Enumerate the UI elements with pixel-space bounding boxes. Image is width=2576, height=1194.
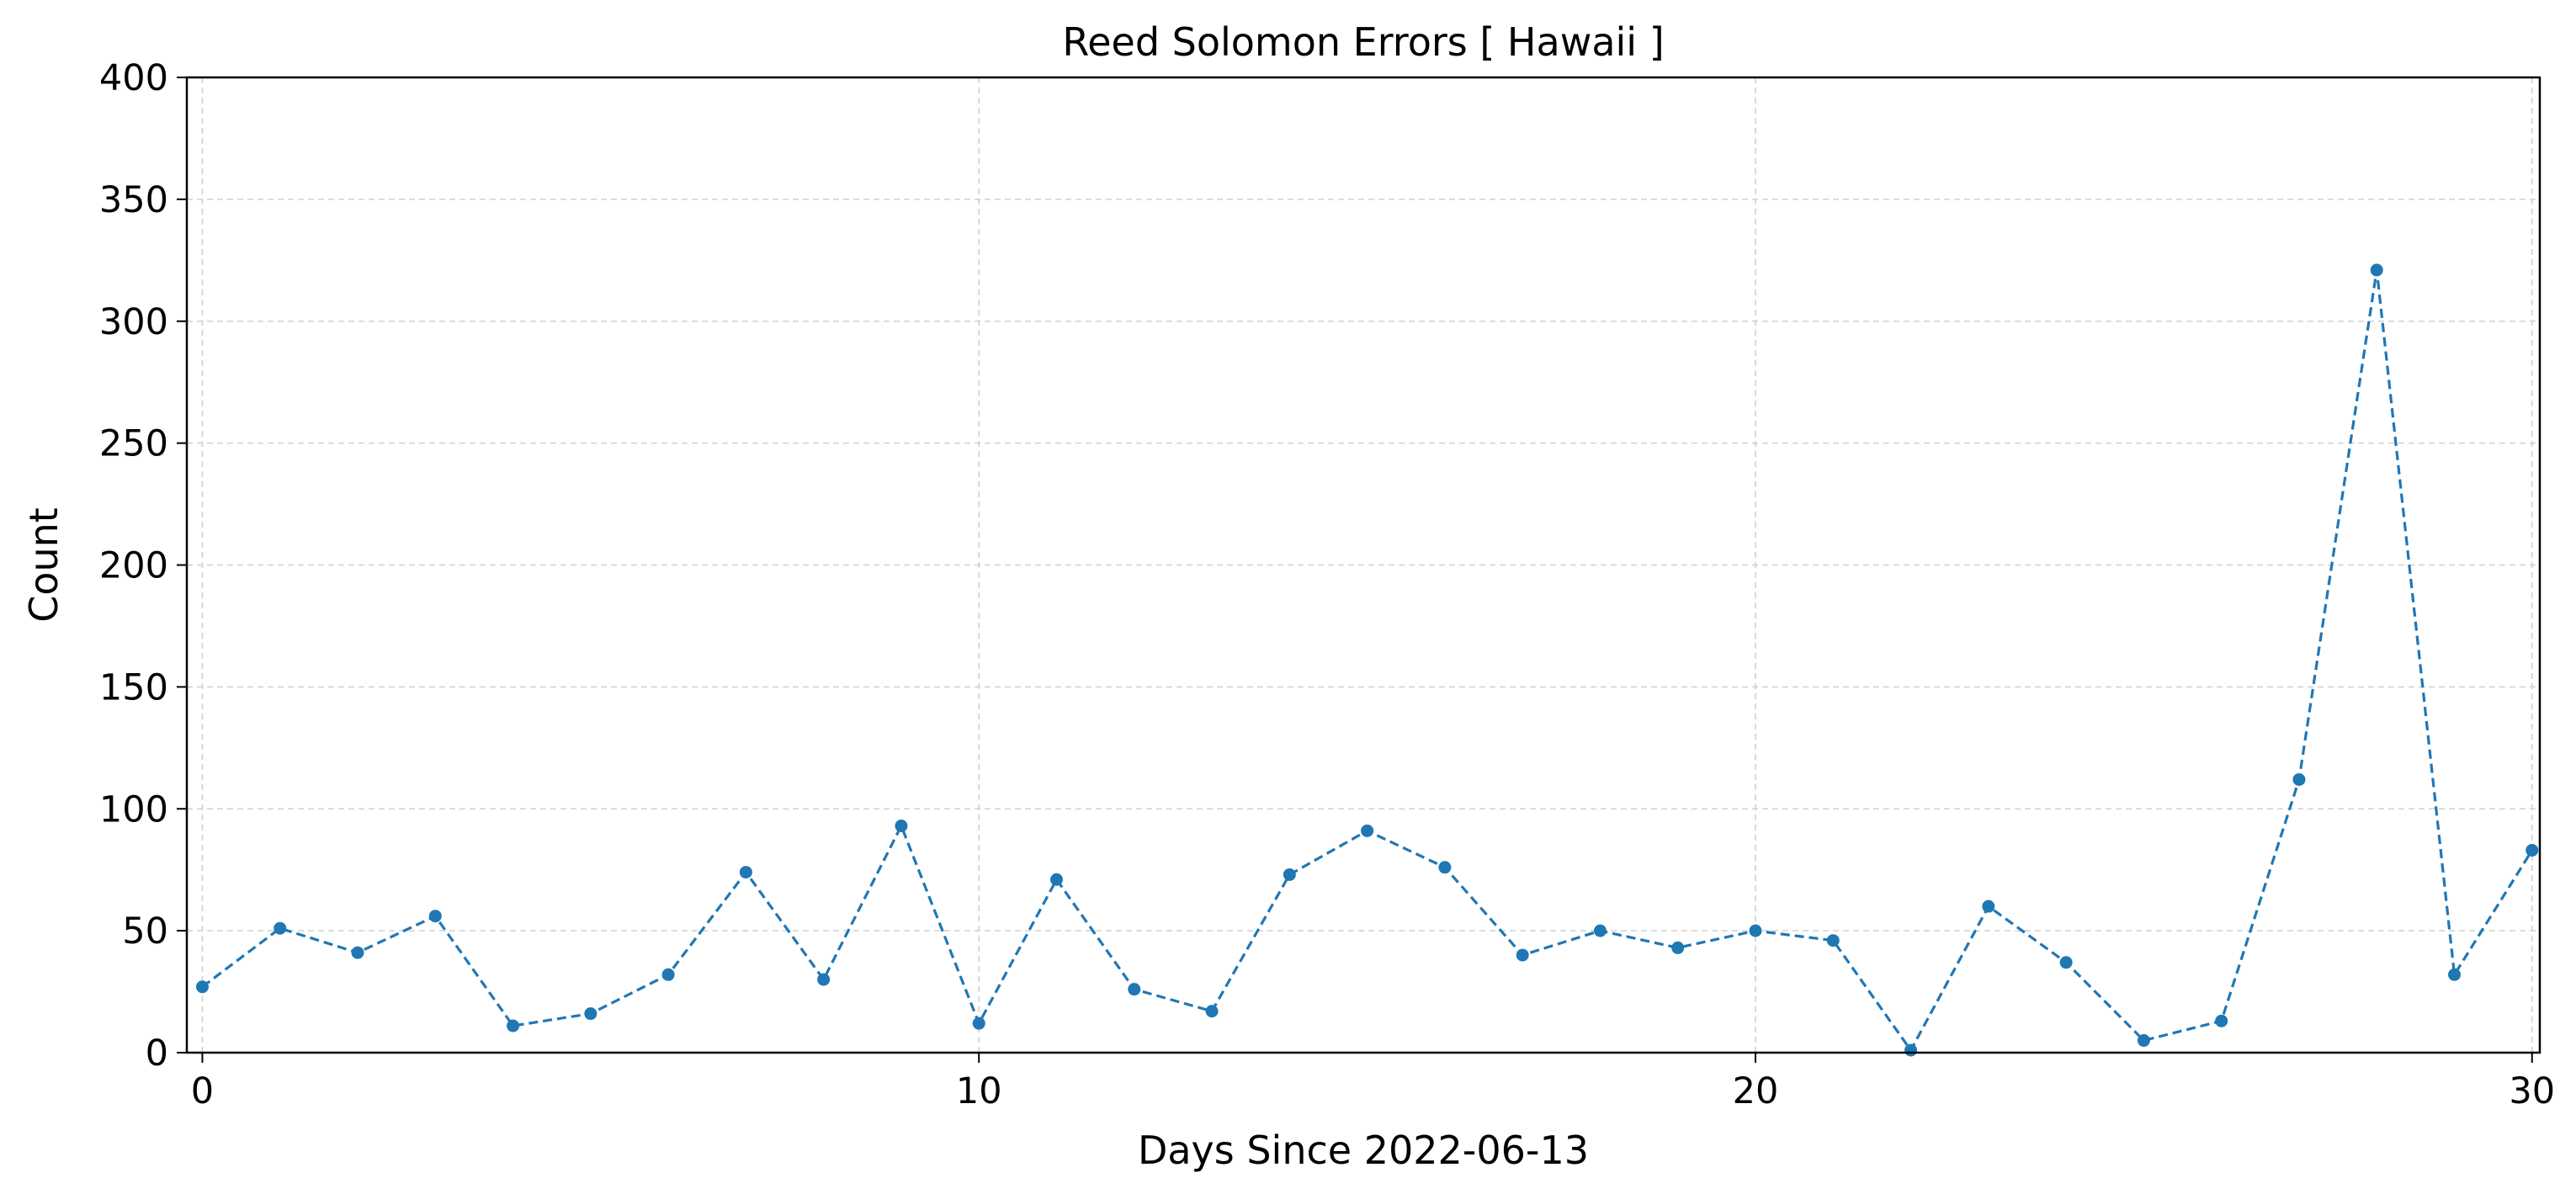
- data-point: [661, 968, 675, 981]
- data-point: [1826, 934, 1840, 947]
- data-point: [1050, 873, 1064, 886]
- x-tick-label: 0: [191, 1070, 214, 1112]
- y-tick-label: 350: [99, 179, 168, 221]
- x-tick-label: 10: [956, 1070, 1002, 1112]
- y-tick-label: 400: [99, 57, 168, 99]
- data-point: [1205, 1005, 1219, 1018]
- data-point: [507, 1019, 520, 1032]
- data-point: [2059, 956, 2073, 969]
- data-point: [1982, 899, 1995, 913]
- data-point: [2137, 1034, 2150, 1048]
- data-point: [1749, 924, 1762, 937]
- series-line: [201, 269, 2534, 1053]
- x-tick-label: 20: [1733, 1070, 1779, 1112]
- y-tick-label: 0: [146, 1032, 168, 1075]
- y-axis-title: Count: [21, 507, 66, 623]
- data-point: [428, 910, 442, 923]
- plot-frame: [185, 76, 2541, 1054]
- data-point: [972, 1016, 985, 1030]
- data-point: [1516, 948, 1529, 962]
- x-tick-label: 30: [2509, 1070, 2555, 1112]
- y-tick-label: 150: [99, 666, 168, 708]
- grid: [187, 77, 2540, 1053]
- y-tick-label: 100: [99, 788, 168, 830]
- y-tick-label: 250: [99, 423, 168, 465]
- data-point: [584, 1007, 598, 1021]
- data-point: [1904, 1043, 1918, 1057]
- data-point: [351, 946, 364, 959]
- data-point: [1361, 824, 1374, 837]
- data-point: [2526, 844, 2539, 857]
- data-point: [1283, 868, 1296, 881]
- x-axis-title: Days Since 2022-06-13: [1138, 1128, 1589, 1173]
- data-point: [1128, 983, 1141, 996]
- data-point: [2292, 772, 2306, 786]
- data-point: [739, 866, 752, 879]
- data-point: [1593, 924, 1607, 937]
- y-tick-label: 300: [99, 301, 168, 343]
- data-point: [274, 921, 287, 935]
- data-point: [1438, 861, 1452, 874]
- data-point: [2215, 1014, 2228, 1027]
- y-tick-label: 50: [122, 910, 168, 953]
- data-point: [895, 820, 908, 833]
- y-tick-label: 200: [99, 545, 168, 587]
- axes: 0 50 100 150 200 250 300 350 400 0 10 20 30: [99, 57, 2555, 1112]
- data-point: [817, 973, 831, 986]
- data-point: [1671, 941, 1685, 954]
- data-point: [2370, 263, 2383, 277]
- data-point: [195, 980, 209, 994]
- chart-title: Reed Solomon Errors [ Hawaii ]: [1062, 19, 1664, 65]
- data-point: [2447, 968, 2461, 981]
- series-group: [195, 263, 2539, 1057]
